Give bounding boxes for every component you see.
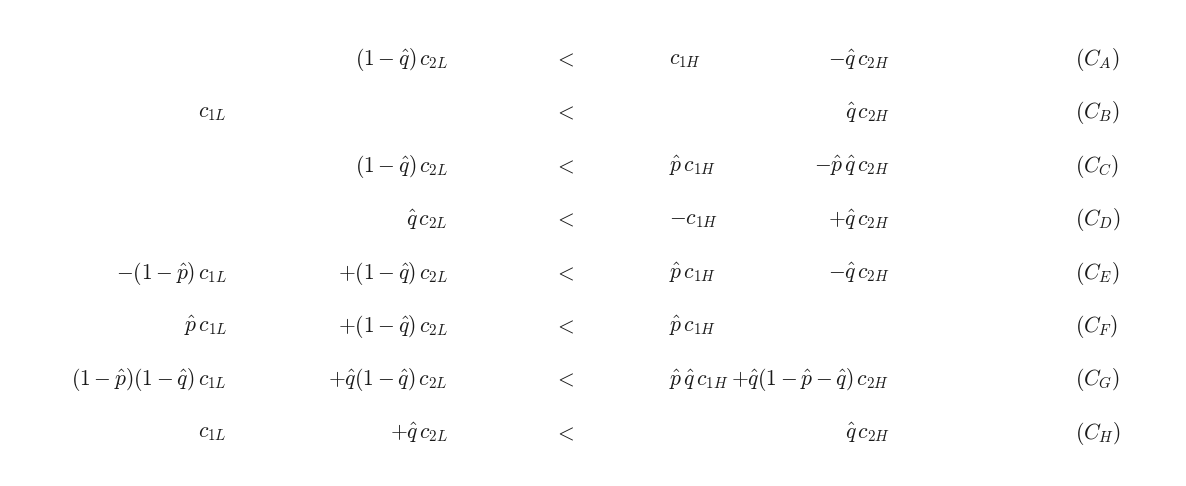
Text: $-c_{1H}$: $-c_{1H}$ xyxy=(669,209,718,230)
Text: $(C_C)$: $(C_C)$ xyxy=(1076,153,1120,180)
Text: $-\hat{q}\,c_{2H}$: $-\hat{q}\,c_{2H}$ xyxy=(828,48,890,72)
Text: $-(1-\hat{p})\,c_{1L}$: $-(1-\hat{p})\,c_{1L}$ xyxy=(116,260,227,287)
Text: $c_{1L}$: $c_{1L}$ xyxy=(198,103,227,123)
Text: $\hat{q}\,c_{2H}$: $\hat{q}\,c_{2H}$ xyxy=(844,101,890,125)
Text: $\hat{p}\,c_{1H}$: $\hat{p}\,c_{1H}$ xyxy=(669,314,715,338)
Text: $-\hat{p}\,\hat{q}\,c_{2H}$: $-\hat{p}\,\hat{q}\,c_{2H}$ xyxy=(814,154,890,178)
Text: $+(1-\hat{q})\,c_{2L}$: $+(1-\hat{q})\,c_{2L}$ xyxy=(338,313,448,340)
Text: $+\hat{q}(1-\hat{q})\,c_{2L}$: $+\hat{q}(1-\hat{q})\,c_{2L}$ xyxy=(329,366,448,393)
Text: $-\hat{q}\,c_{2H}$: $-\hat{q}\,c_{2H}$ xyxy=(828,261,890,285)
Text: $+\hat{q}\,c_{2L}$: $+\hat{q}\,c_{2L}$ xyxy=(390,421,448,445)
Text: $(C_B)$: $(C_B)$ xyxy=(1076,100,1120,126)
Text: $<$: $<$ xyxy=(554,209,574,230)
Text: $+\hat{q}(1-\hat{p}-\hat{q})\,c_{2H}$: $+\hat{q}(1-\hat{p}-\hat{q})\,c_{2H}$ xyxy=(732,366,890,393)
Text: $(1-\hat{q})\,c_{2L}$: $(1-\hat{q})\,c_{2L}$ xyxy=(355,46,448,73)
Text: $<$: $<$ xyxy=(554,423,574,443)
Text: $(1-\hat{q})\,c_{2L}$: $(1-\hat{q})\,c_{2L}$ xyxy=(355,153,448,180)
Text: $<$: $<$ xyxy=(554,316,574,336)
Text: $(C_D)$: $(C_D)$ xyxy=(1076,206,1121,233)
Text: $(C_E)$: $(C_E)$ xyxy=(1076,260,1120,287)
Text: $\hat{p}\,c_{1H}$: $\hat{p}\,c_{1H}$ xyxy=(669,154,715,178)
Text: $c_{1H}$: $c_{1H}$ xyxy=(669,50,701,69)
Text: $+(1-\hat{q})\,c_{2L}$: $+(1-\hat{q})\,c_{2L}$ xyxy=(338,260,448,287)
Text: $\hat{q}\,c_{2H}$: $\hat{q}\,c_{2H}$ xyxy=(844,421,890,445)
Text: $+\hat{q}\,c_{2H}$: $+\hat{q}\,c_{2H}$ xyxy=(828,208,890,232)
Text: $(C_F)$: $(C_F)$ xyxy=(1076,313,1118,340)
Text: $c_{1L}$: $c_{1L}$ xyxy=(198,423,227,443)
Text: $<$: $<$ xyxy=(554,370,574,390)
Text: $<$: $<$ xyxy=(554,50,574,69)
Text: $(C_G)$: $(C_G)$ xyxy=(1076,366,1121,393)
Text: $<$: $<$ xyxy=(554,103,574,123)
Text: $\hat{p}\,c_{1H}$: $\hat{p}\,c_{1H}$ xyxy=(669,261,715,285)
Text: $<$: $<$ xyxy=(554,156,574,176)
Text: $\hat{p}\,c_{1L}$: $\hat{p}\,c_{1L}$ xyxy=(184,314,227,338)
Text: $\hat{q}\,c_{2L}$: $\hat{q}\,c_{2L}$ xyxy=(407,208,448,232)
Text: $(1-\hat{p})(1-\hat{q})\,c_{1L}$: $(1-\hat{p})(1-\hat{q})\,c_{1L}$ xyxy=(71,366,227,393)
Text: $\hat{p}\,\hat{q}\,c_{1H}$: $\hat{p}\,\hat{q}\,c_{1H}$ xyxy=(669,367,728,392)
Text: $(C_A)$: $(C_A)$ xyxy=(1076,46,1120,73)
Text: $(C_H)$: $(C_H)$ xyxy=(1076,419,1121,447)
Text: $<$: $<$ xyxy=(554,263,574,283)
